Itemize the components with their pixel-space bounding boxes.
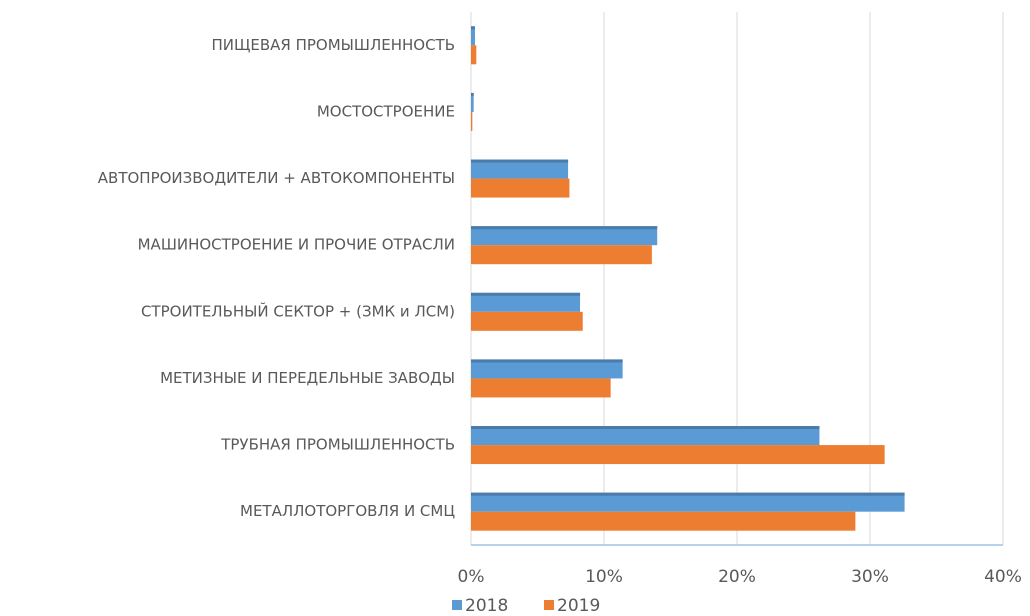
x-tick-label: 0% (458, 567, 485, 587)
y-tick-label: МОСТОСТРОЕНИЕ (317, 102, 455, 120)
bar (471, 378, 611, 398)
x-tick-label: 20% (718, 567, 756, 587)
legend-label: 2019 (557, 596, 600, 616)
bar (471, 292, 581, 312)
x-tick-label: 40% (984, 567, 1022, 587)
y-tick-label: ПИЩЕВАЯ ПРОМЫШЛЕННОСТЬ (211, 36, 455, 54)
bar (471, 26, 475, 46)
bar (471, 426, 820, 446)
bar (471, 359, 623, 379)
bar (471, 492, 905, 512)
bar (471, 445, 885, 465)
legend-label: 2018 (465, 596, 508, 616)
bar (471, 45, 477, 65)
bar (471, 111, 473, 131)
x-tick-label: 30% (851, 567, 889, 587)
legend-swatch (452, 600, 462, 610)
bar (471, 311, 583, 331)
bar-edge (471, 26, 475, 30)
y-tick-label: СТРОИТЕЛЬНЫЙ СЕКТОР + (ЗМК и ЛСМ) (141, 301, 455, 320)
bar (471, 245, 652, 265)
y-tick-label: МЕТИЗНЫЕ И ПЕРЕДЕЛЬНЫЕ ЗАВОДЫ (160, 369, 455, 387)
bar-edge (471, 426, 820, 430)
bar-edge (471, 292, 581, 296)
bar-edge (471, 359, 623, 363)
bar (471, 511, 856, 531)
bar-edge (471, 159, 569, 163)
bar-edge (471, 492, 905, 496)
bar (471, 92, 474, 112)
legend-swatch (544, 600, 554, 610)
y-tick-label: АВТОПРОИЗВОДИТЕЛИ + АВТОКОМПОНЕНТЫ (98, 169, 455, 187)
y-tick-label: ТРУБНАЯ ПРОМЫШЛЕННОСТЬ (220, 436, 455, 454)
bar-edge (471, 226, 658, 230)
bar (471, 178, 570, 198)
y-tick-label: МЕТАЛЛОТОРГОВЛЯ И СМЦ (240, 502, 455, 520)
y-tick-label: МАШИНОСТРОЕНИЕ И ПРОЧИЕ ОТРАСЛИ (138, 236, 455, 254)
x-tick-label: 10% (585, 567, 623, 587)
bar (471, 159, 569, 179)
bar (471, 226, 658, 246)
bar-edge (471, 92, 474, 96)
